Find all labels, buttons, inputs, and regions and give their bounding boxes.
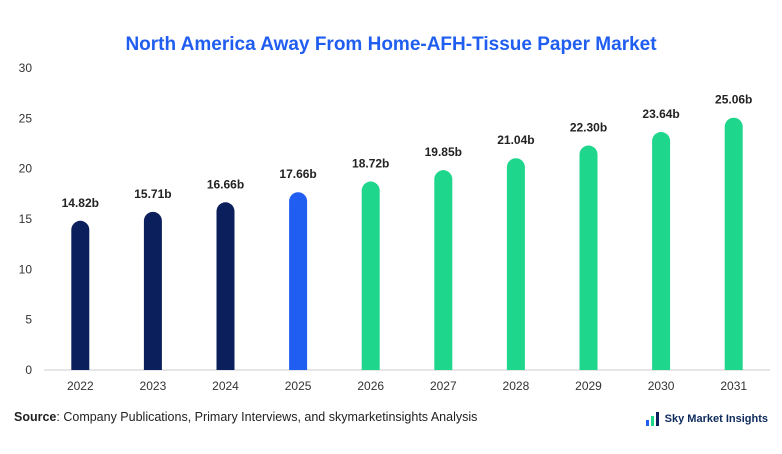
- x-axis: 2022 2023 2024 2025 2026 2027 2028 2029 2030 2031: [67, 379, 747, 393]
- x-tick-label: 2026: [357, 379, 384, 393]
- data-label-2023: 15.71b: [134, 187, 171, 201]
- bar-2022: [71, 220, 90, 370]
- bar-2030: [652, 132, 671, 370]
- bar-2028: [506, 158, 525, 370]
- data-label-2024: 16.66b: [207, 177, 244, 191]
- x-tick-label: 2030: [648, 379, 675, 393]
- data-label-2026: 18.72b: [352, 157, 389, 171]
- sky-market-insights-logo-icon: [645, 412, 659, 426]
- data-label-2025: 17.66b: [279, 167, 316, 181]
- bar-2026: [361, 181, 380, 370]
- bar-2023: [143, 211, 162, 370]
- x-tick-label: 2031: [720, 379, 747, 393]
- y-tick-label: 0: [25, 363, 32, 377]
- data-label-2030: 23.64b: [642, 107, 679, 121]
- data-label-2031: 25.06b: [715, 93, 752, 107]
- bar-2031: [724, 117, 743, 370]
- y-tick-label: 5: [25, 313, 32, 327]
- source-note: Source: Company Publications, Primary In…: [14, 410, 477, 424]
- data-label-2028: 21.04b: [497, 133, 534, 147]
- x-tick-label: 2029: [575, 379, 602, 393]
- data-label-2027: 19.85b: [425, 145, 462, 159]
- x-tick-label: 2022: [67, 379, 94, 393]
- source-text: : Company Publications, Primary Intervie…: [56, 410, 478, 424]
- chart-title: North America Away From Home-AFH-Tissue …: [125, 34, 657, 55]
- bar-2024: [216, 202, 235, 370]
- x-tick-label: 2025: [285, 379, 312, 393]
- y-axis: 0 5 10 15 20 25 30: [19, 61, 33, 377]
- y-tick-label: 30: [19, 61, 33, 75]
- y-tick-label: 25: [19, 111, 33, 125]
- bar-2027: [434, 170, 453, 370]
- x-tick-label: 2027: [430, 379, 457, 393]
- x-tick-label: 2023: [140, 379, 167, 393]
- brand-name: Sky Market Insights: [664, 413, 768, 425]
- brand: Sky Market Insights: [645, 411, 768, 427]
- y-tick-label: 15: [19, 212, 33, 226]
- bars-group: [71, 117, 743, 370]
- data-labels-group: 14.82b 15.71b 16.66b 17.66b 18.72b 19.85b 21.0…: [62, 93, 753, 210]
- data-label-2022: 14.82b: [62, 196, 99, 210]
- source-label: Source: [14, 410, 57, 424]
- x-tick-label: 2028: [503, 379, 530, 393]
- y-tick-label: 10: [19, 262, 33, 276]
- bar-2029: [579, 145, 598, 370]
- x-tick-label: 2024: [212, 379, 239, 393]
- bar-2025: [289, 192, 308, 370]
- y-tick-label: 20: [19, 162, 33, 176]
- data-label-2029: 22.30b: [570, 121, 607, 135]
